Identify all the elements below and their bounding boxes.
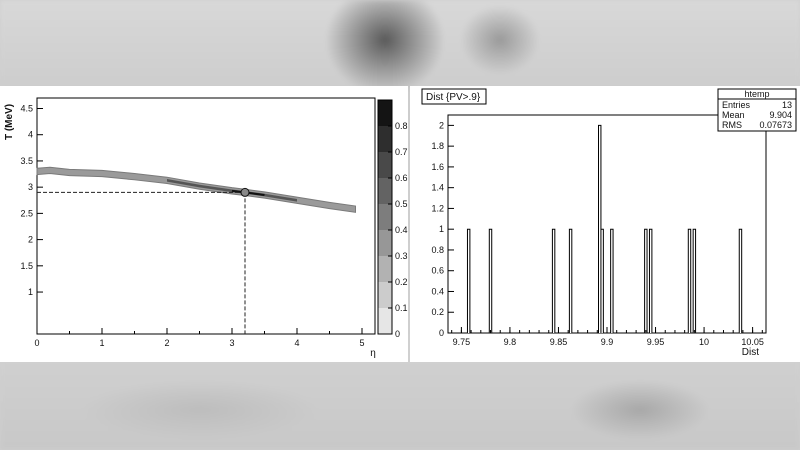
colorbar-step	[378, 204, 392, 230]
colorbar-step	[378, 282, 392, 308]
colorbar-step	[378, 152, 392, 178]
heatmap-y-ticks: 1 1.5 2 2.5 3 3.5 4 4.5	[20, 103, 43, 297]
histogram-y-tick-label: 0.6	[431, 266, 444, 276]
heatmap-x-tick-label: 0	[34, 338, 39, 348]
histogram-outline	[448, 124, 766, 334]
heatmap-panel: 0 1 2 3 4 5 1 1.5 2 2.5 3 3.5 4 4.5 0 0.1 0.2 0.3 0.4 0.5…	[0, 86, 408, 362]
stats-mean-label: Mean	[722, 110, 745, 120]
histogram-title-box	[421, 88, 487, 105]
histogram-y-tick-label: 0	[439, 328, 444, 338]
histogram-y-tick-label: 1.4	[431, 183, 444, 193]
histogram-x-tick-label: 9.9	[601, 337, 614, 347]
colorbar-step	[378, 308, 392, 334]
histogram-title: Dist {PV>.9}	[426, 92, 481, 103]
histogram-x-tick-label: 9.85	[550, 337, 568, 347]
stats-mean-value: 9.904	[769, 110, 792, 120]
heatmap-x-tick-label: 1	[99, 338, 104, 348]
histogram-y-tick-label: 1	[439, 224, 444, 234]
heatmap-y-tick-label: 3	[28, 182, 33, 192]
histogram-y-tick-label: 1.6	[431, 162, 444, 172]
colorbar-step	[378, 230, 392, 256]
histogram-bin	[467, 229, 470, 333]
histogram-y-tick-label: 1.2	[431, 203, 444, 213]
heatmap-y-tick-label: 1.5	[20, 261, 33, 271]
histogram-bin	[649, 229, 652, 333]
histogram-bin	[552, 229, 555, 333]
heatmap-marker-point	[240, 187, 250, 197]
histogram-bin	[610, 229, 614, 333]
colorbar-step	[378, 256, 392, 282]
histogram-bin	[693, 229, 696, 333]
stats-entries-label: Entries	[722, 100, 751, 110]
histogram-bin	[600, 229, 604, 333]
histogram-x-ticks: 9.75 9.8 9.85 9.9 9.95 10 10.05	[451, 327, 764, 347]
heatmap-x-axis-title: η	[370, 348, 376, 359]
colorbar-tick-label: 0	[395, 329, 400, 339]
histogram-bin	[739, 229, 742, 333]
heatmap-y-tick-label: 4.5	[20, 103, 33, 113]
heatmap-x-tick-label: 4	[294, 338, 299, 348]
heatmap-colorbar: 0 0.1 0.2 0.3 0.4 0.5 0.6 0.7 0.8	[377, 99, 408, 339]
histogram-y-tick-label: 0.8	[431, 245, 444, 255]
colorbar-tick-label: 0.8	[395, 121, 408, 131]
histogram-bin	[569, 229, 572, 333]
histogram-bin	[644, 229, 648, 333]
histogram-y-tick-label: 0.4	[431, 286, 444, 296]
histogram-frame	[447, 114, 767, 334]
histogram-stats-box: htemp Entries 13 Mean 9.904 RMS 0.07673	[717, 88, 797, 132]
histogram-chart: 9.75 9.8 9.85 9.9 9.95 10 10.05 0 0.2 0.4 0.6 0.8 1…	[421, 88, 797, 358]
histogram-y-tick-label: 0.2	[431, 307, 444, 317]
colorbar-step	[378, 178, 392, 204]
heatmap-frame	[36, 97, 376, 335]
heatmap-y-axis-title: T (MeV)	[4, 104, 15, 140]
colorbar-tick-label: 0.5	[395, 199, 408, 209]
histogram-bin	[598, 125, 601, 333]
stats-rms-value: 0.07673	[759, 120, 792, 130]
colorbar-tick-label: 0.2	[395, 277, 408, 287]
heatmap-y-tick-label: 1	[28, 287, 33, 297]
histogram-y-tick-label: 2	[439, 120, 444, 130]
colorbar-tick-label: 0.7	[395, 147, 408, 157]
heatmap-y-tick-label: 2.5	[20, 208, 33, 218]
colorbar-step	[378, 100, 392, 126]
colorbar-frame	[377, 99, 393, 335]
colorbar-tick-label: 0.6	[395, 173, 408, 183]
histogram-y-ticks: 0 0.2 0.4 0.6 0.8 1 1.2 1.4 1.6 1.8 2	[431, 120, 454, 338]
histogram-x-axis-title: Dist	[742, 347, 759, 358]
heatmap-x-tick-label: 5	[359, 338, 364, 348]
histogram-panel: 9.75 9.8 9.85 9.9 9.95 10 10.05 0 0.2 0.4 0.6 0.8 1…	[410, 86, 800, 362]
heatmap-x-tick-label: 2	[164, 338, 169, 348]
colorbar-tick-label: 0.1	[395, 303, 408, 313]
histogram-bins	[448, 124, 766, 334]
histogram-bin	[489, 229, 492, 333]
colorbar-step	[378, 126, 392, 152]
heatmap-marker-group	[37, 187, 250, 334]
histogram-x-tick-label: 9.8	[504, 337, 517, 347]
stats-box-frame	[717, 88, 797, 132]
histogram-x-tick-label: 10	[699, 337, 709, 347]
heatmap-y-tick-label: 4	[28, 130, 33, 140]
stats-box-title: htemp	[744, 89, 769, 99]
histogram-x-tick-label: 10.05	[741, 337, 764, 347]
colorbar-tick-label: 0.4	[395, 225, 408, 235]
colorbar-tick-label: 0.3	[395, 251, 408, 261]
stats-rms-label: RMS	[722, 120, 742, 130]
heatmap-chart: 0 1 2 3 4 5 1 1.5 2 2.5 3 3.5 4 4.5 0 0.1 0.2 0.3 0.4 0.5…	[4, 97, 408, 359]
histogram-bin	[688, 229, 691, 333]
heatmap-x-tick-label: 3	[229, 338, 234, 348]
stats-entries-value: 13	[782, 100, 792, 110]
heatmap-band-outer	[36, 166, 356, 213]
heatmap-x-ticks: 0 1 2 3 4 5	[34, 328, 365, 348]
histogram-y-tick-label: 1.8	[431, 141, 444, 151]
histogram-x-tick-label: 9.95	[647, 337, 665, 347]
histogram-x-tick-label: 9.75	[453, 337, 471, 347]
heatmap-y-tick-label: 3.5	[20, 156, 33, 166]
heatmap-band-core	[167, 179, 297, 202]
heatmap-y-tick-label: 2	[28, 235, 33, 245]
